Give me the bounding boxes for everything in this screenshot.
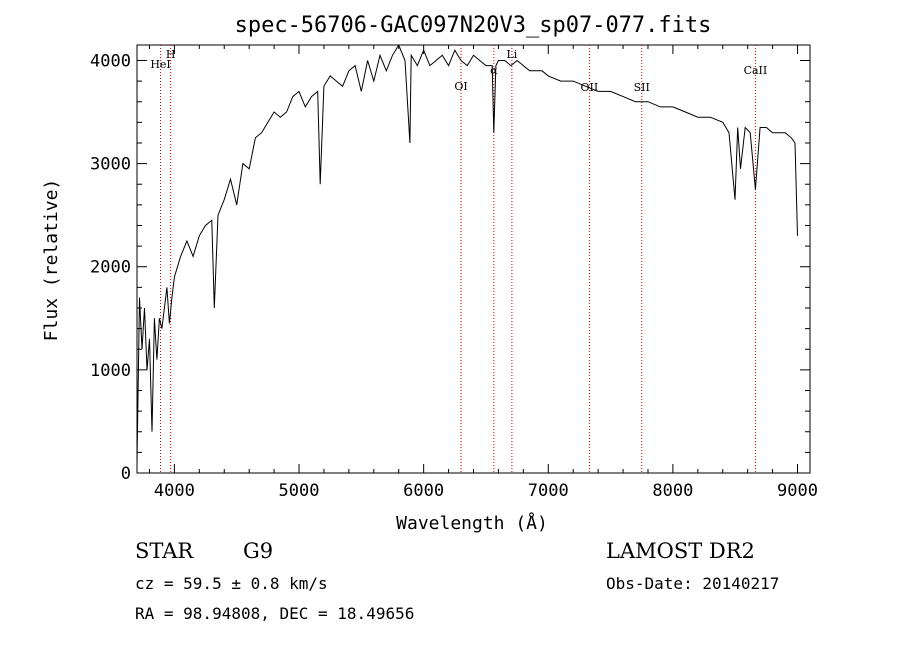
x-tick-label: 4000 [154,481,195,501]
x-axis-label: Wavelength (Å) [396,512,548,534]
object-subclass: G9 [243,539,273,563]
x-tick-label: 8000 [652,481,693,501]
spectral-line-label: CaII [744,64,768,77]
y-tick-label: 2000 [90,258,131,278]
y-tick-label: 3000 [90,155,131,175]
x-axis-ticks: 4000 5000 6000 7000 8000 9000 [148,45,818,501]
redshift-cz: cz = 59.5 ± 0.8 km/s [135,574,328,593]
flux-series-line [136,43,798,463]
y-tick-label: 4000 [90,51,131,71]
object-class: STAR [135,539,194,563]
spectral-line-label: H [166,48,176,61]
y-tick-label: 0 [121,464,131,484]
spectral-line-label: OI [454,80,467,93]
observation-date: Obs-Date: 20140217 [606,574,779,593]
spectral-line-label: HeI [150,58,170,71]
chart-title: spec-56706-GAC097N20V3_sp07-077.fits [235,13,712,38]
x-tick-label: 7000 [528,481,569,501]
x-tick-label: 9000 [777,481,818,501]
plot-frame [136,44,811,474]
y-axis-label: Flux (relative) [41,179,62,342]
x-tick-label: 6000 [403,481,444,501]
spectral-line-label: α [490,64,498,77]
survey-name: LAMOST DR2 [606,539,755,563]
y-axis-ticks: 0 1000 2000 3000 4000 [90,51,810,484]
x-tick-label: 5000 [279,481,320,501]
spectral-line-label: Li [506,48,517,61]
spectral-line-label: SII [634,81,650,94]
y-tick-label: 1000 [90,361,131,381]
coordinates: RA = 98.94808, DEC = 18.49656 [135,604,414,623]
